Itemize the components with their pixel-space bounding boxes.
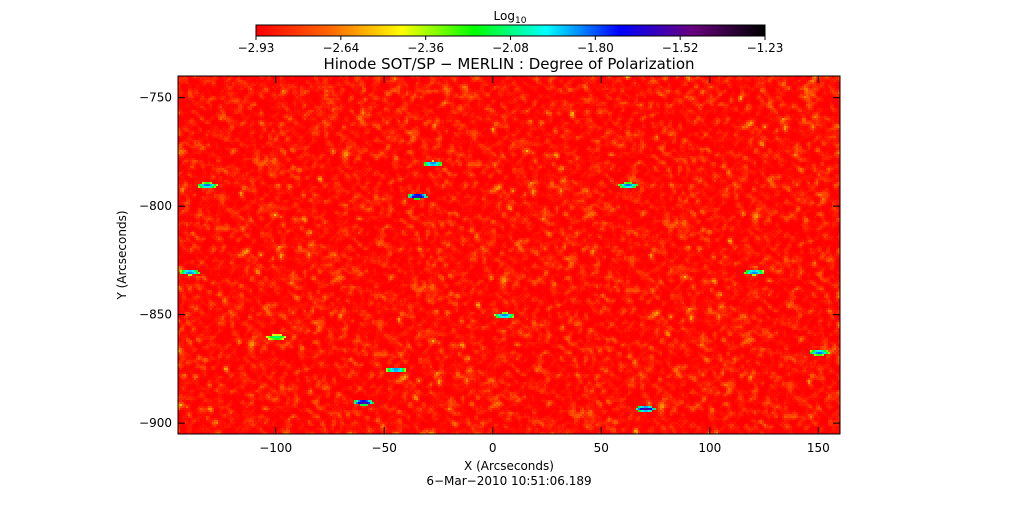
plot-frame [177, 75, 841, 435]
colorbar-label: Log10 [494, 9, 527, 26]
y-axis: −750 −800 −850 −900 [139, 91, 840, 430]
colorbar-frame [255, 24, 766, 37]
y-tick-label: −900 [139, 416, 172, 430]
colorbar-gradient [256, 25, 765, 36]
colorbar-ticks: −2.93 −2.64 −2.36 −2.08 −1.80 −1.52 −1.23 [238, 36, 784, 55]
y-axis-title: Y (Arcseconds) [115, 210, 129, 300]
x-tick-label: −100 [259, 441, 292, 455]
chart-title: Hinode SOT/SP − MERLIN : Degree of Polar… [323, 55, 694, 73]
footer-timestamp: 6−Mar−2010 10:51:06.189 [426, 474, 591, 488]
colorbar-tick-label: −1.80 [577, 41, 614, 55]
heatmap-image [178, 76, 840, 434]
colorbar-tick-label: −2.93 [238, 41, 275, 55]
colorbar-tick-label: −1.23 [747, 41, 784, 55]
y-tick-label: −800 [139, 199, 172, 213]
x-tick-label: 50 [594, 441, 609, 455]
y-tick-label: −750 [139, 91, 172, 105]
x-tick-label: −50 [372, 441, 397, 455]
colorbar-tick-label: −2.64 [322, 41, 359, 55]
colorbar-tick-label: −1.52 [662, 41, 699, 55]
x-axis-title: X (Arcseconds) [464, 459, 554, 473]
x-tick-label: 0 [489, 441, 497, 455]
colorbar-tick-label: −2.08 [492, 41, 529, 55]
x-tick-label: 100 [698, 441, 721, 455]
x-axis: −100 −50 0 50 100 150 [259, 76, 830, 455]
x-tick-label: 150 [807, 441, 830, 455]
y-tick-label: −850 [139, 308, 172, 322]
colorbar-tick-label: −2.36 [407, 41, 444, 55]
